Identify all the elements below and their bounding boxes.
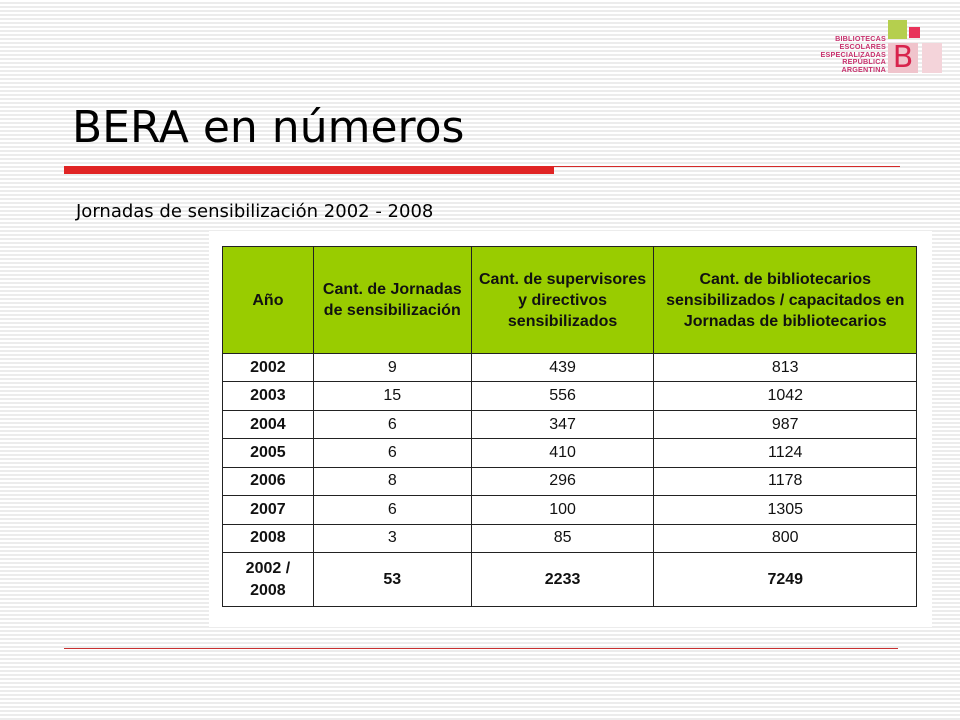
- table-total-row: 2002 / 2008 53 2233 7249: [222, 552, 917, 607]
- cell-year: 2004: [222, 409, 314, 440]
- cell-total-jornadas: 53: [312, 552, 472, 607]
- table-row: 2004 6 347 987: [222, 409, 917, 440]
- data-table: Año Cant. de Jornadas de sensibilización…: [222, 246, 917, 607]
- table-row: 2007 6 100 1305: [222, 495, 917, 525]
- table-row: 2003 15 556 1042: [222, 381, 917, 411]
- cell-supervisores: 439: [470, 352, 655, 383]
- table-header-row: Año Cant. de Jornadas de sensibilización…: [222, 246, 917, 354]
- logo-side-square: [922, 43, 942, 73]
- cell-year: 2005: [222, 438, 314, 468]
- logo-pink-square: [909, 27, 920, 38]
- column-header-supervisores: Cant. de supervisores y directivos sensi…: [470, 246, 655, 354]
- logo-line: REPÚBLICA: [842, 57, 886, 67]
- logo: B BIBLIOTECAS ESCOLARES ESPECIALIZADAS R…: [808, 18, 944, 78]
- cell-total-supervisores: 2233: [470, 552, 655, 607]
- cell-bibliotecarios: 1124: [653, 438, 917, 468]
- cell-supervisores: 347: [470, 409, 655, 440]
- table-row: 2006 8 296 1178: [222, 466, 917, 497]
- cell-jornadas: 8: [312, 466, 472, 497]
- logo-square: [888, 43, 918, 73]
- slide-subtitle: Jornadas de sensibilización 2002 - 2008: [76, 201, 434, 222]
- cell-supervisores: 85: [470, 523, 655, 554]
- column-header-bibliotecarios: Cant. de bibliotecarios sensibilizados /…: [653, 246, 917, 354]
- logo-line: ESPECIALIZADAS: [820, 49, 886, 59]
- cell-bibliotecarios: 987: [653, 409, 917, 440]
- cell-jornadas: 3: [312, 523, 472, 554]
- cell-supervisores: 410: [470, 438, 655, 468]
- cell-supervisores: 100: [470, 495, 655, 525]
- cell-jornadas: 6: [312, 495, 472, 525]
- cell-jornadas: 6: [312, 409, 472, 440]
- cell-year: 2002: [222, 352, 314, 383]
- table-row: 2008 3 85 800: [222, 523, 917, 554]
- logo-line: BIBLIOTECAS: [835, 34, 886, 43]
- title-underline-thin: [554, 166, 900, 167]
- cell-bibliotecarios: 800: [653, 523, 917, 554]
- logo-text: BIBLIOTECAS ESCOLARES ESPECIALIZADAS REP…: [786, 35, 886, 74]
- cell-total-bibliotecarios: 7249: [653, 552, 917, 607]
- cell-total-label: 2002 / 2008: [222, 552, 314, 607]
- cell-bibliotecarios: 1178: [653, 466, 917, 497]
- logo-mark: B: [892, 40, 914, 75]
- cell-year: 2007: [222, 495, 314, 525]
- logo-line: ARGENTINA: [841, 65, 886, 75]
- cell-supervisores: 556: [470, 381, 655, 411]
- table-row: 2005 6 410 1124: [222, 438, 917, 468]
- logo-green-square: [888, 20, 907, 39]
- cell-jornadas: 15: [312, 381, 472, 411]
- title-underline: [64, 166, 554, 174]
- cell-bibliotecarios: 1042: [653, 381, 917, 411]
- cell-bibliotecarios: 813: [653, 352, 917, 383]
- logo-line: ESCOLARES: [839, 41, 886, 51]
- cell-jornadas: 9: [312, 352, 472, 383]
- footer-divider: [64, 648, 898, 649]
- cell-bibliotecarios: 1305: [653, 495, 917, 525]
- cell-year: 2006: [222, 466, 314, 497]
- slide-title: BERA en números: [72, 102, 465, 153]
- cell-jornadas: 6: [312, 438, 472, 468]
- cell-year: 2008: [222, 523, 314, 554]
- cell-year: 2003: [222, 381, 314, 411]
- table-row: 2002 9 439 813: [222, 352, 917, 383]
- column-header-year: Año: [222, 246, 314, 354]
- cell-supervisores: 296: [470, 466, 655, 497]
- column-header-jornadas: Cant. de Jornadas de sensibilización: [312, 246, 472, 354]
- table-image: Año Cant. de Jornadas de sensibilización…: [209, 231, 932, 627]
